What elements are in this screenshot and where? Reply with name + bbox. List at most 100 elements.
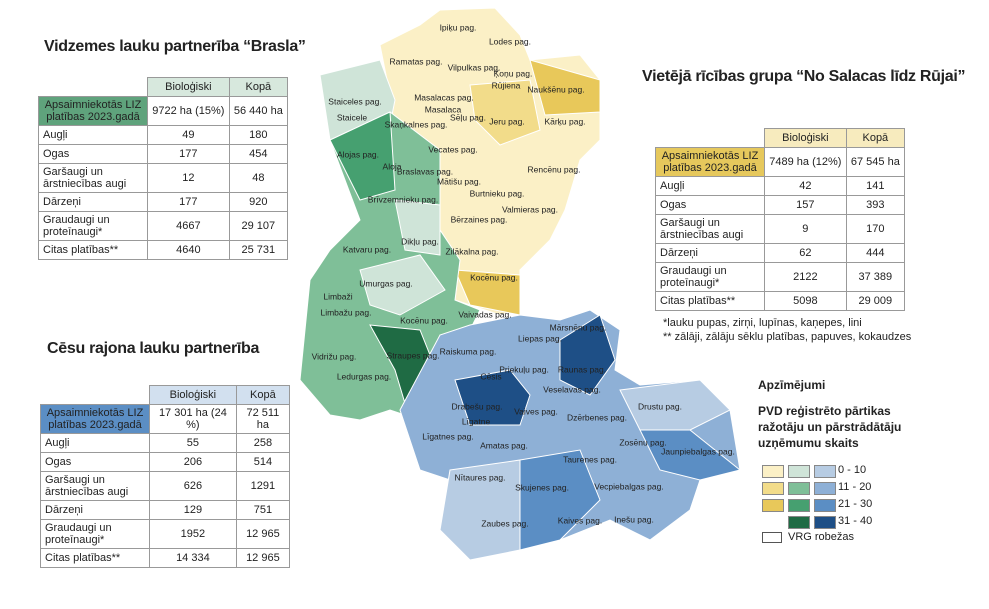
table-row: Graudaugi un proteīnaugi* 1952 12 965: [40, 519, 291, 549]
table-row: Garšaugi un ārstniecības augi 12 48: [38, 163, 289, 193]
table-row: Dārzeņi 177 920: [38, 192, 289, 212]
parish-label: Skujenes pag.: [515, 482, 569, 492]
parish-label: Priekuļu pag.: [499, 364, 549, 374]
data-table: Bioloģiski Kopā Apsaimniekotās LIZ platība…: [38, 77, 289, 260]
parish-label: Limbažu pag.: [320, 307, 371, 317]
cell: 141: [845, 176, 906, 196]
parish-label: Veselavas pag.: [543, 384, 601, 394]
note: ** zālāji, zālāju sēklu platības, papuve…: [663, 331, 912, 343]
cell: 9: [764, 214, 847, 244]
cell: 4640: [147, 240, 230, 260]
row-label: Ogas: [655, 195, 765, 215]
cell: 206: [149, 452, 237, 472]
cell: 37 389: [845, 262, 906, 292]
header-row: Bioloģiski Kopā: [39, 77, 289, 97]
row-label: Apsaimniekotās LIZ platības 2023.gadā: [655, 147, 765, 177]
parish-label: Dzērbenes pag.: [567, 412, 627, 422]
parish-label: Sēļu pag.: [450, 112, 486, 122]
cell: 4667: [147, 211, 230, 241]
cell: 49: [147, 125, 230, 145]
row-label: Garšaugi un ārstniecības augi: [655, 214, 765, 244]
parish-label: Liepas pag.: [518, 333, 562, 343]
parish-label: Vilpulkas pag.: [448, 62, 501, 72]
parish-label: Brīvzemnieku pag.: [368, 194, 438, 204]
cell: 48: [228, 163, 289, 193]
cell: 72 511 ha: [235, 404, 291, 434]
parish-label: Ledurgas pag.: [337, 371, 391, 381]
parish-label: Masalaca: [425, 104, 462, 114]
table-row: Augļi 49 180: [38, 125, 289, 145]
parish-label: Kārķu pag.: [544, 116, 585, 126]
parish-label: Umurgas pag.: [359, 278, 412, 288]
parish-label: Limbaži: [323, 291, 352, 301]
parish-label: Taurenes pag.: [563, 454, 617, 464]
legend-swatch: [814, 465, 836, 478]
row-label: Augļi: [655, 176, 765, 196]
legend-swatch: [762, 482, 784, 495]
blank: [656, 129, 765, 148]
cell: 29 107: [228, 211, 289, 241]
legend-swatch: [788, 482, 810, 495]
cell: 170: [845, 214, 906, 244]
cell: 129: [149, 500, 237, 520]
cell: 29 009: [845, 291, 906, 311]
parish-label: Braslavas pag.: [397, 166, 453, 176]
parish-label: Burtnieku pag.: [470, 188, 525, 198]
row-label: Graudaugi un proteīnaugi*: [38, 211, 148, 241]
parish-label: Līgatnes pag.: [422, 431, 474, 441]
parish-label: Līgatne: [462, 416, 491, 426]
title: Vietējā rīcības grupa “No Salacas līdz R…: [642, 68, 966, 85]
table-row: Citas platības** 14 334 12 965: [40, 548, 291, 568]
cell: 454: [228, 144, 289, 164]
cell: 626: [149, 471, 237, 501]
cell: 180: [228, 125, 289, 145]
table-row: Ogas 206 514: [40, 452, 291, 472]
parish-label: Drustu pag.: [638, 401, 682, 411]
row-label: Garšaugi un ārstniecības augi: [38, 163, 148, 193]
table-row: Apsaimniekotās LIZ platības 2023.gadā 17 …: [40, 404, 291, 434]
row-label: Ogas: [40, 452, 150, 472]
legend-swatch: [814, 482, 836, 495]
parish-label: Straupes pag.: [387, 350, 440, 360]
cell: 12 965: [235, 519, 291, 549]
parish-label: Rencēnu pag.: [528, 164, 581, 174]
header-cell: Kopā: [228, 77, 289, 97]
cell: 55: [149, 433, 237, 453]
cell: 177: [147, 192, 230, 212]
row-label: Garšaugi un ārstniecības augi: [40, 471, 150, 501]
parish-label: Vecates pag.: [428, 144, 477, 154]
parish-label: Vidrižu pag.: [312, 351, 357, 361]
row-label: Graudaugi un proteīnaugi*: [655, 262, 765, 292]
table-row: Ogas 157 393: [655, 195, 906, 215]
row-label: Citas platības**: [38, 240, 148, 260]
legend-swatch: [814, 516, 836, 529]
legend-border: VRG robežas: [788, 531, 855, 543]
table-row: Garšaugi un ārstniecības augi 9 170: [655, 214, 906, 244]
cell: 7489 ha (12%): [764, 147, 847, 177]
cell: 62: [764, 243, 847, 263]
cell: 393: [845, 195, 906, 215]
row-label: Augļi: [38, 125, 148, 145]
cell: 751: [235, 500, 291, 520]
table-row: Apsaimniekotās LIZ platības 2023.gadā 748…: [655, 147, 906, 177]
parish-label: Vecpiebalgas pag.: [594, 481, 663, 491]
parish-label: Zaubes pag.: [481, 518, 528, 528]
parish-label: Rūjiena: [492, 80, 521, 90]
table-row: Augļi 55 258: [40, 433, 291, 453]
parish-label: Valmieras pag.: [502, 204, 558, 214]
blank: [39, 78, 148, 97]
parish-label: Zosēnu pag.: [619, 437, 666, 447]
parish-label: Zilākalna pag.: [446, 246, 499, 256]
parish-label: Ipiķu pag.: [440, 22, 477, 32]
parish-label: Nītaures pag.: [454, 472, 505, 482]
parish-label: Alojas pag.: [337, 149, 379, 159]
legend-swatch: [788, 516, 810, 529]
legend-range: 11 - 20: [838, 481, 872, 493]
row-label: Graudaugi un proteīnaugi*: [40, 519, 150, 549]
cell: 1952: [149, 519, 237, 549]
cell: 5098: [764, 291, 847, 311]
table-row: Graudaugi un proteīnaugi* 2122 37 389: [655, 262, 906, 292]
cell: 17 301 ha (24 %): [149, 404, 237, 434]
header-row: Bioloģiski Kopā: [41, 385, 291, 405]
